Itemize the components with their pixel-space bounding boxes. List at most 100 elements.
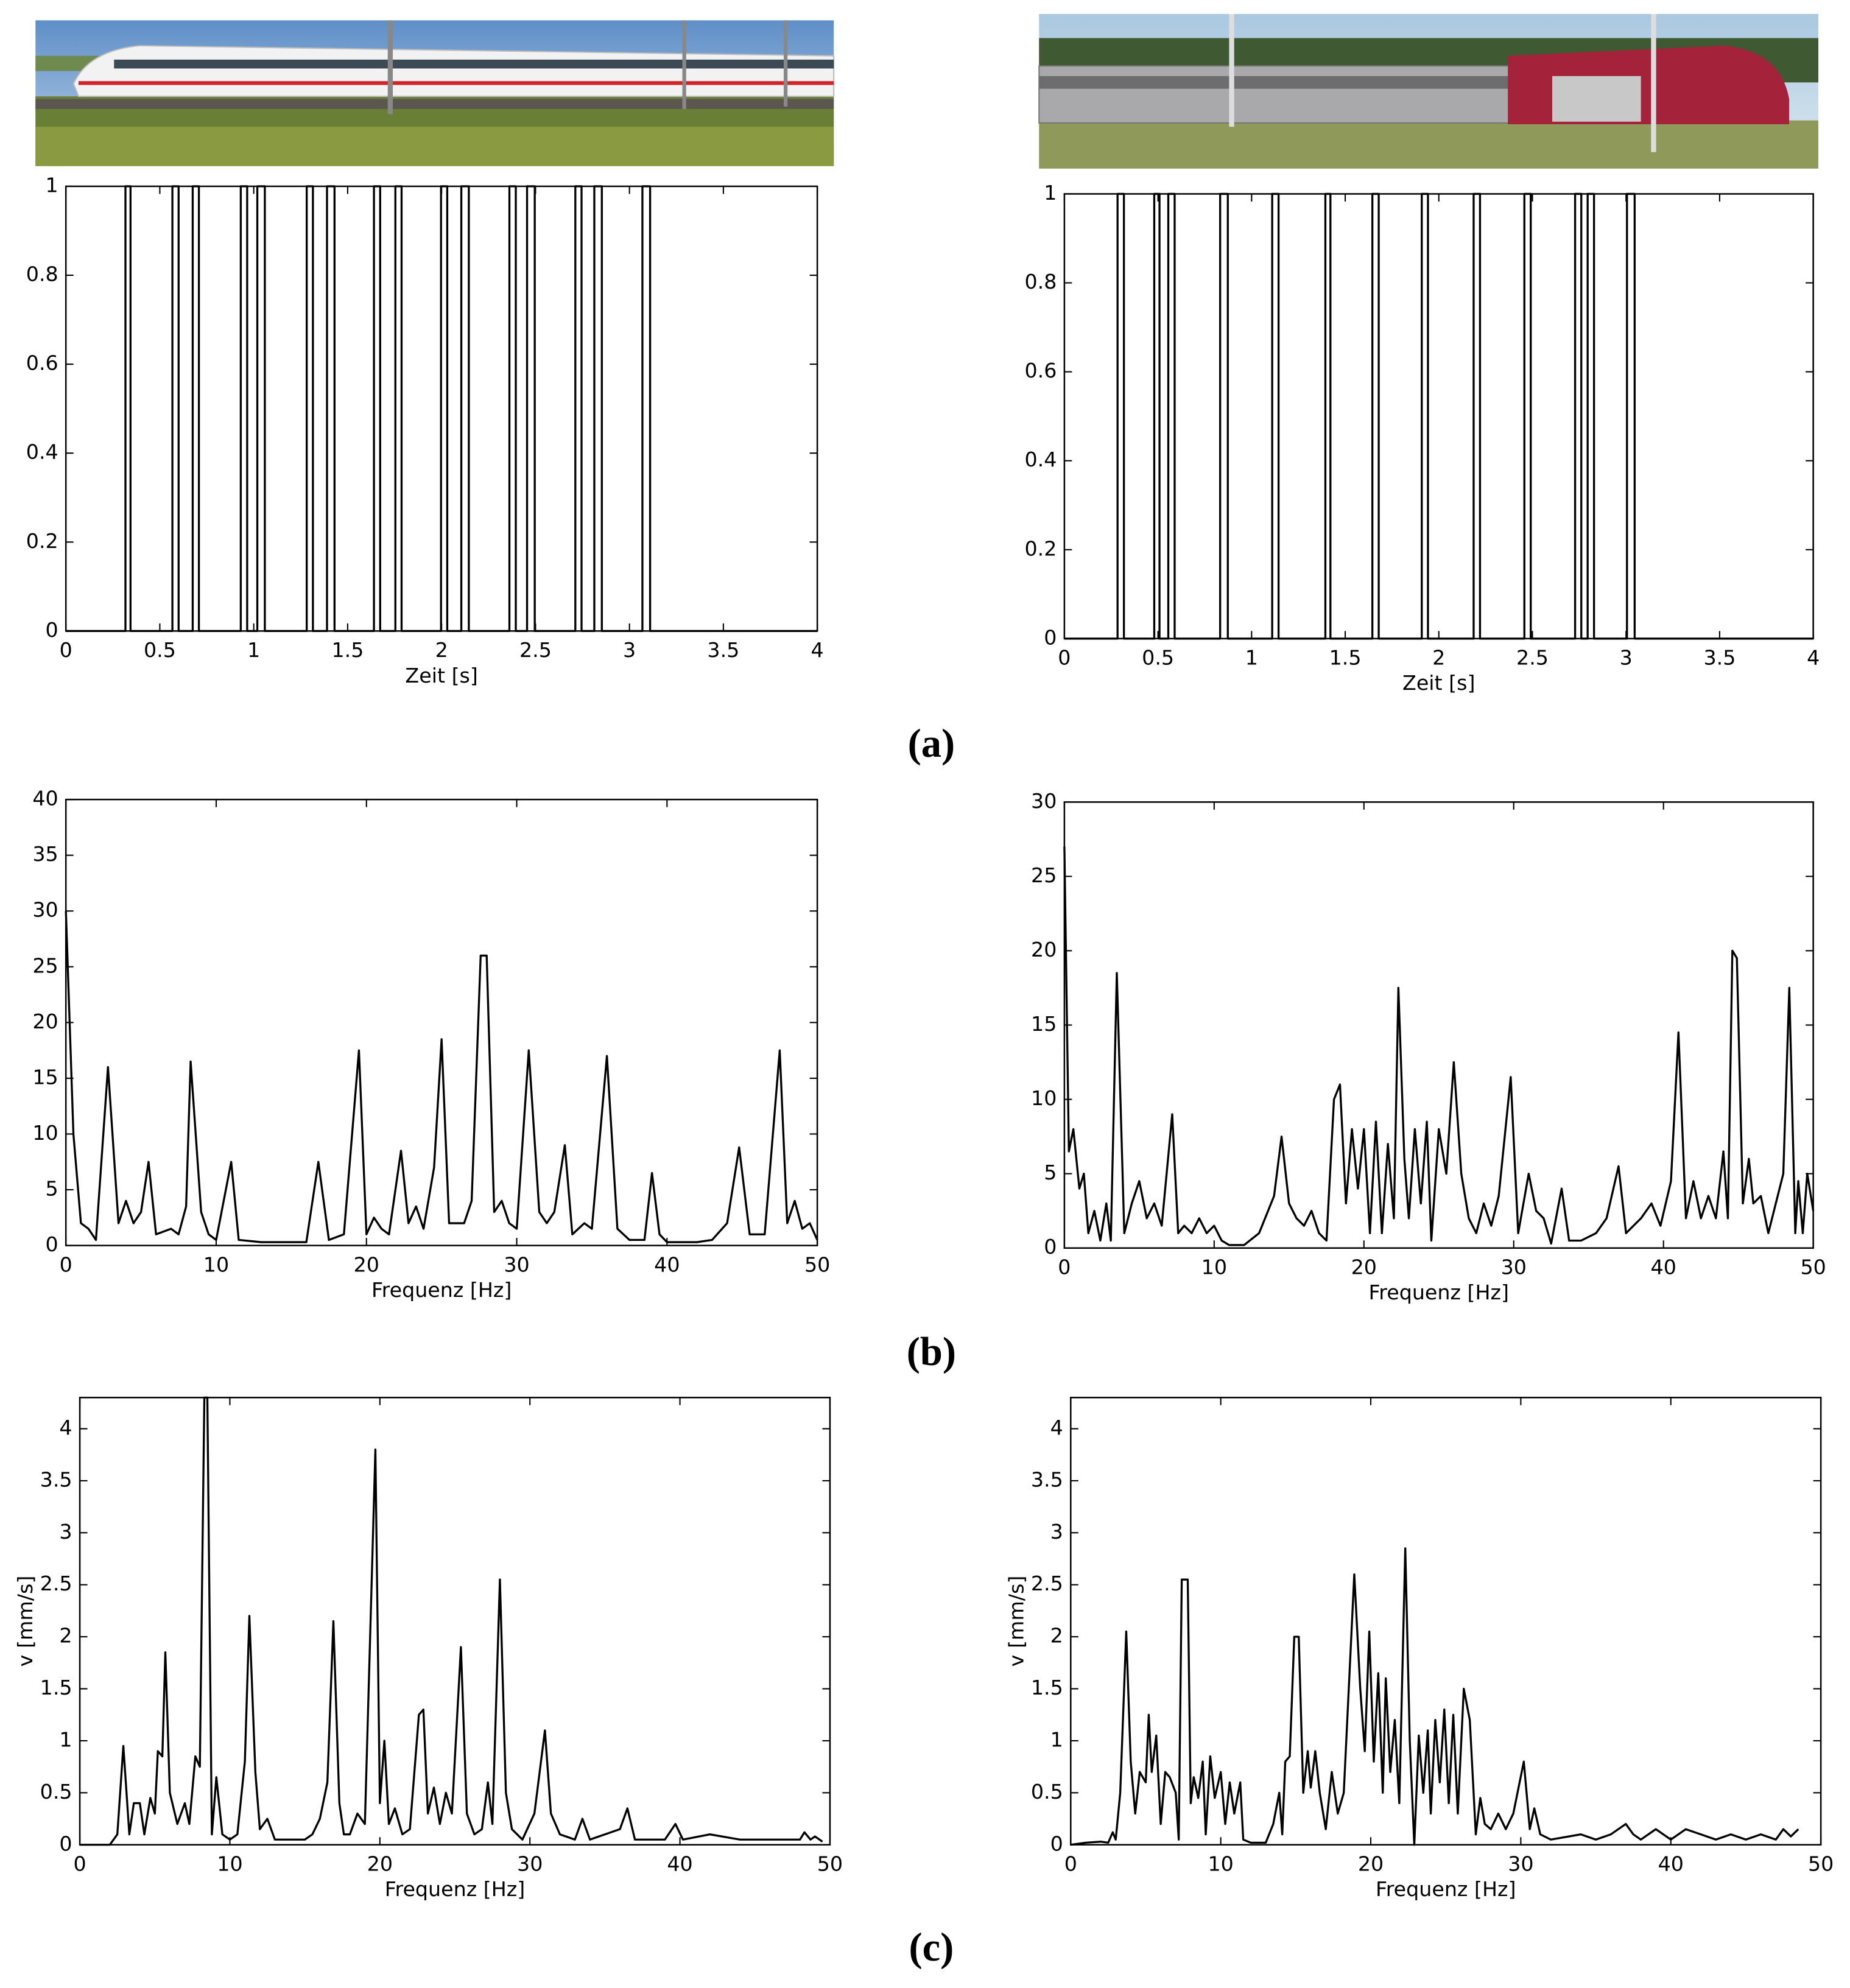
x-axis-label: Frequenz [Hz] bbox=[371, 1278, 512, 1302]
x-tick-label: 40 bbox=[667, 1852, 692, 1876]
y-tick-label: 1 bbox=[1050, 1727, 1063, 1751]
panel-label: (a) bbox=[908, 722, 955, 766]
data-line bbox=[66, 185, 818, 633]
y-tick-label: 0 bbox=[59, 1832, 72, 1855]
x-tick-label: 1.5 bbox=[331, 638, 364, 662]
x-tick-label: 20 bbox=[1358, 1852, 1384, 1876]
x-tick-label: 50 bbox=[804, 1252, 830, 1276]
y-tick-label: 0.2 bbox=[1024, 536, 1057, 560]
x-tick-label: 30 bbox=[1508, 1852, 1533, 1876]
x-tick-label: 0 bbox=[73, 1852, 86, 1876]
data-line bbox=[1063, 846, 1815, 1246]
y-tick-label: 15 bbox=[1031, 1012, 1057, 1036]
y-tick-label: 3.5 bbox=[1031, 1467, 1063, 1491]
y-tick-label: 0.4 bbox=[26, 440, 58, 464]
x-tick-label: 20 bbox=[1351, 1255, 1377, 1279]
x-tick-label: 2 bbox=[435, 638, 448, 662]
x-tick-label: 0.5 bbox=[1142, 646, 1174, 670]
x-tick-label: 3.5 bbox=[707, 638, 739, 662]
photo-ice bbox=[35, 20, 835, 166]
x-axis-label: Frequenz [Hz] bbox=[1376, 1877, 1516, 1901]
y-tick-label: 2.5 bbox=[40, 1572, 72, 1595]
plot-frame bbox=[79, 1396, 831, 1846]
y-tick-label: 0 bbox=[46, 618, 58, 642]
x-tick-label: 40 bbox=[1658, 1852, 1684, 1876]
x-tick-label: 20 bbox=[354, 1252, 379, 1276]
x-tick-label: 3 bbox=[623, 638, 636, 662]
y-tick-label: 1 bbox=[59, 1727, 72, 1751]
x-tick-label: 30 bbox=[1501, 1255, 1527, 1279]
y-tick-label: 30 bbox=[1031, 789, 1057, 813]
x-tick-label: 3.5 bbox=[1703, 646, 1736, 670]
x-tick-label: 0 bbox=[1064, 1852, 1077, 1876]
x-tick-label: 2.5 bbox=[1516, 646, 1549, 670]
y-tick-label: 0 bbox=[1044, 1235, 1057, 1259]
x-tick-label: 0 bbox=[1058, 1255, 1071, 1279]
panel-label: (b) bbox=[907, 1330, 956, 1374]
x-tick-label: 10 bbox=[1208, 1852, 1233, 1876]
x-tick-label: 50 bbox=[1808, 1852, 1834, 1876]
x-tick-label: 0 bbox=[60, 1252, 72, 1276]
x-tick-label: 10 bbox=[203, 1252, 229, 1276]
x-tick-label: 20 bbox=[367, 1852, 393, 1876]
x-axis-label: Zeit [s] bbox=[405, 664, 477, 687]
y-tick-label: 20 bbox=[32, 1010, 58, 1033]
data-line bbox=[65, 911, 818, 1243]
y-tick-label: 0.6 bbox=[1024, 359, 1057, 382]
y-tick-label: 4 bbox=[59, 1416, 72, 1439]
y-axis-label: v [mm/s] bbox=[13, 1576, 37, 1667]
x-tick-label: 0 bbox=[60, 638, 72, 662]
y-tick-label: 35 bbox=[32, 842, 58, 866]
x-tick-label: 4 bbox=[1807, 646, 1820, 670]
y-tick-label: 0 bbox=[1044, 625, 1057, 649]
y-tick-label: 2 bbox=[59, 1624, 72, 1648]
data-line bbox=[80, 1396, 823, 1846]
y-tick-label: 25 bbox=[32, 954, 58, 977]
y-tick-label: 0.5 bbox=[1031, 1780, 1063, 1804]
y-tick-label: 1 bbox=[1044, 181, 1057, 205]
x-tick-label: 3 bbox=[1620, 646, 1633, 670]
data-line bbox=[1064, 192, 1813, 640]
x-axis-label: Frequenz [Hz] bbox=[385, 1877, 525, 1901]
y-tick-label: 10 bbox=[32, 1121, 58, 1145]
panel-label: (c) bbox=[909, 1925, 954, 1970]
y-tick-label: 40 bbox=[32, 787, 58, 810]
x-tick-label: 0 bbox=[1058, 646, 1071, 670]
y-tick-label: 0.2 bbox=[26, 529, 58, 553]
y-tick-label: 0.6 bbox=[26, 351, 58, 375]
y-tick-label: 30 bbox=[32, 898, 58, 922]
x-tick-label: 1.5 bbox=[1329, 646, 1362, 670]
y-tick-label: 10 bbox=[1031, 1086, 1057, 1110]
y-tick-label: 0 bbox=[1050, 1832, 1063, 1855]
y-tick-label: 0.5 bbox=[40, 1780, 72, 1804]
x-tick-label: 30 bbox=[504, 1252, 529, 1276]
y-tick-label: 3.5 bbox=[40, 1467, 72, 1491]
y-tick-label: 1.5 bbox=[40, 1676, 72, 1699]
y-tick-label: 0.8 bbox=[1024, 270, 1057, 293]
x-tick-label: 4 bbox=[811, 638, 824, 662]
y-tick-label: 4 bbox=[1050, 1416, 1063, 1439]
data-line bbox=[1071, 1547, 1799, 1846]
y-tick-label: 3 bbox=[1050, 1520, 1063, 1544]
x-tick-label: 30 bbox=[517, 1852, 543, 1876]
y-tick-label: 15 bbox=[32, 1065, 58, 1089]
y-tick-label: 1.5 bbox=[1031, 1676, 1063, 1699]
y-tick-label: 0.8 bbox=[26, 262, 58, 286]
x-tick-label: 1 bbox=[247, 638, 260, 662]
x-tick-label: 1 bbox=[1245, 646, 1258, 670]
x-tick-label: 10 bbox=[1201, 1255, 1227, 1279]
y-tick-label: 5 bbox=[1044, 1161, 1057, 1184]
y-tick-label: 0.4 bbox=[1024, 448, 1057, 471]
y-tick-label: 2.5 bbox=[1031, 1572, 1063, 1595]
y-tick-label: 0 bbox=[46, 1232, 58, 1256]
y-tick-label: 3 bbox=[59, 1520, 72, 1544]
y-tick-label: 5 bbox=[46, 1176, 58, 1200]
x-tick-label: 10 bbox=[217, 1852, 242, 1876]
x-tick-label: 40 bbox=[654, 1252, 680, 1276]
x-axis-label: Zeit [s] bbox=[1402, 671, 1475, 695]
plot-frame bbox=[65, 798, 818, 1246]
y-axis-label: v [mm/s] bbox=[1004, 1576, 1028, 1667]
y-tick-label: 25 bbox=[1031, 863, 1057, 887]
plot-frame bbox=[1070, 1396, 1822, 1846]
